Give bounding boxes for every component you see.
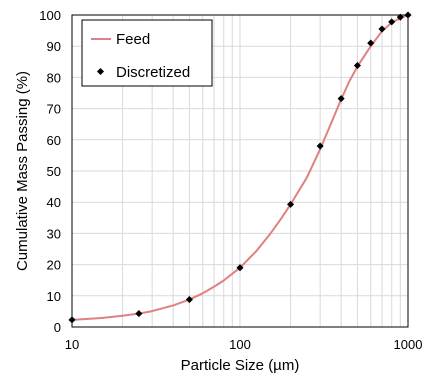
discretized-point — [316, 142, 324, 150]
y-tick-label: 70 — [47, 102, 61, 117]
y-tick-label: 20 — [47, 258, 61, 273]
y-tick-label: 10 — [47, 289, 61, 304]
y-tick-label: 40 — [47, 195, 61, 210]
x-tick-label: 10 — [65, 337, 79, 352]
discretized-point — [185, 296, 193, 304]
y-tick-label: 90 — [47, 39, 61, 54]
plot-series — [68, 11, 412, 324]
y-tick-label: 50 — [47, 164, 61, 179]
tick-labels: 0 10 20 30 40 50 60 70 80 90 100 10 100 1000 — [39, 8, 422, 352]
y-tick-label: 80 — [47, 70, 61, 85]
discretized-point — [367, 39, 375, 47]
x-tick-label: 1000 — [394, 337, 423, 352]
discretized-point — [135, 310, 143, 318]
x-tick-label: 100 — [229, 337, 251, 352]
discretized-point — [378, 25, 386, 33]
discretized-point — [388, 18, 396, 26]
legend-discretized-label: Discretized — [116, 64, 190, 81]
x-axis-title: Particle Size (µm) — [181, 357, 300, 374]
legend-box — [81, 19, 213, 87]
feed-series-line — [71, 14, 409, 321]
legend-feed-label: Feed — [116, 31, 150, 48]
legend: Feed Discretized — [81, 19, 213, 87]
discretized-point — [353, 62, 361, 70]
legend-discretized-swatch — [96, 67, 105, 76]
discretized-point — [337, 95, 345, 103]
y-axis-title: Cumulative Mass Passing (%) — [14, 71, 31, 271]
plot-frame — [71, 14, 409, 328]
y-tick-label: 60 — [47, 133, 61, 148]
discretized-point — [287, 200, 295, 208]
discretized-point — [236, 264, 244, 272]
y-tick-label: 0 — [54, 320, 61, 335]
y-tick-label: 100 — [39, 8, 61, 23]
y-tick-label: 30 — [47, 226, 61, 241]
